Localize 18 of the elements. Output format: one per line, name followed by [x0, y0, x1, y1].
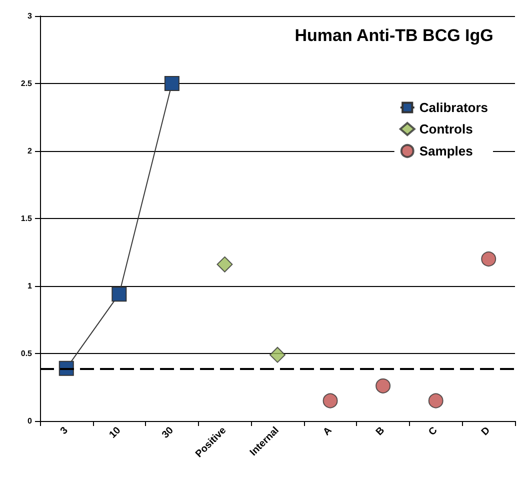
x-tick-label: 30 [160, 424, 176, 441]
x-tick-label: 10 [107, 424, 124, 441]
legend-label: Controls [419, 122, 473, 136]
y-tick-label: 2 [28, 146, 33, 156]
text: Human Anti-TB BCG IgG [294, 26, 494, 45]
y-tick-label: 3 [28, 12, 33, 20]
y-tick-label: 2.5 [20, 79, 33, 88]
x-tick-label: 3 [58, 424, 71, 437]
x-tick-label: D [480, 425, 492, 438]
y-tick-label: 1 [28, 282, 33, 290]
x-tick-label: A [321, 425, 334, 438]
x-tick-label: B [374, 425, 387, 438]
legend-label: Calibrators [419, 100, 488, 115]
y-tick-label: 0.5 [20, 349, 33, 358]
y-tick-label: 0 [28, 416, 33, 426]
x-tick-label: C [426, 425, 440, 438]
legend-label: Samples [419, 144, 473, 158]
y-tick-label: 1.5 [20, 214, 33, 223]
